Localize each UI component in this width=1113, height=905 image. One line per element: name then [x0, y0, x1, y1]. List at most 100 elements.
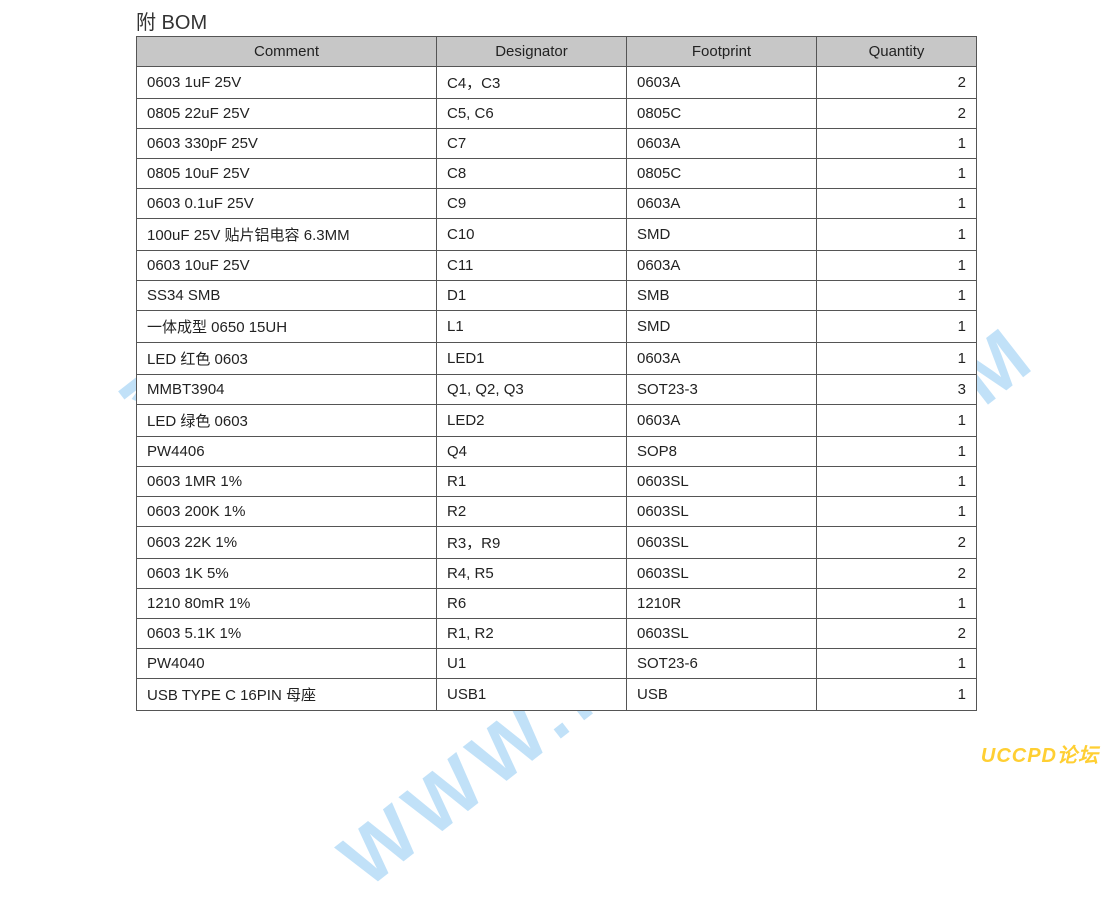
- table-cell: 0805 10uF 25V: [137, 159, 437, 189]
- table-cell: SOP8: [627, 437, 817, 467]
- table-row: USB TYPE C 16PIN 母座USB1USB1: [137, 679, 977, 711]
- page-title: 附 BOM: [136, 6, 207, 35]
- table-cell: R1: [437, 467, 627, 497]
- table-cell: 0603A: [627, 189, 817, 219]
- table-cell: 2: [817, 99, 977, 129]
- table-cell: 100uF 25V 贴片铝电容 6.3MM: [137, 219, 437, 251]
- table-cell: R2: [437, 497, 627, 527]
- table-cell: 1: [817, 251, 977, 281]
- table-cell: U1: [437, 649, 627, 679]
- table-cell: L1: [437, 311, 627, 343]
- table-cell: 1: [817, 589, 977, 619]
- table-cell: 0603 0.1uF 25V: [137, 189, 437, 219]
- table-cell: R3，R9: [437, 527, 627, 559]
- table-cell: C5, C6: [437, 99, 627, 129]
- table-cell: 0603A: [627, 67, 817, 99]
- table-cell: C10: [437, 219, 627, 251]
- table-cell: 0603SL: [627, 619, 817, 649]
- table-cell: 0805C: [627, 159, 817, 189]
- table-cell: SMB: [627, 281, 817, 311]
- table-cell: SOT23-3: [627, 375, 817, 405]
- table-row: LED 红色 0603LED10603A1: [137, 343, 977, 375]
- table-row: 0603 330pF 25VC70603A1: [137, 129, 977, 159]
- table-cell: 0603SL: [627, 467, 817, 497]
- table-cell: PW4040: [137, 649, 437, 679]
- table-row: 0603 0.1uF 25VC90603A1: [137, 189, 977, 219]
- table-cell: 1: [817, 159, 977, 189]
- table-cell: 2: [817, 527, 977, 559]
- table-cell: LED2: [437, 405, 627, 437]
- table-cell: SOT23-6: [627, 649, 817, 679]
- table-cell: 0603SL: [627, 527, 817, 559]
- col-designator: Designator: [437, 37, 627, 67]
- table-row: PW4040U1SOT23-61: [137, 649, 977, 679]
- table-cell: 1: [817, 497, 977, 527]
- table-cell: D1: [437, 281, 627, 311]
- table-cell: 1: [817, 437, 977, 467]
- table-cell: 2: [817, 559, 977, 589]
- table-cell: 1: [817, 679, 977, 711]
- table-cell: C9: [437, 189, 627, 219]
- table-cell: Q1, Q2, Q3: [437, 375, 627, 405]
- table-cell: 0603 1K 5%: [137, 559, 437, 589]
- col-quantity: Quantity: [817, 37, 977, 67]
- table-cell: USB1: [437, 679, 627, 711]
- col-comment: Comment: [137, 37, 437, 67]
- table-cell: 0603SL: [627, 497, 817, 527]
- table-cell: LED 红色 0603: [137, 343, 437, 375]
- page: 平芯微 WWW.PWCHIP.COM 附 BOM Comment Designa…: [0, 0, 1113, 774]
- table-cell: 0603A: [627, 405, 817, 437]
- table-cell: 1: [817, 405, 977, 437]
- table-row: 1210 80mR 1%R61210R1: [137, 589, 977, 619]
- table-cell: 1: [817, 467, 977, 497]
- table-row: 0603 1K 5%R4, R50603SL2: [137, 559, 977, 589]
- table-cell: 2: [817, 619, 977, 649]
- table-row: LED 绿色 0603LED20603A1: [137, 405, 977, 437]
- table-row: 0805 10uF 25VC80805C1: [137, 159, 977, 189]
- table-cell: LED1: [437, 343, 627, 375]
- table-cell: 1: [817, 649, 977, 679]
- table-cell: Q4: [437, 437, 627, 467]
- table-cell: 1: [817, 343, 977, 375]
- table-cell: C11: [437, 251, 627, 281]
- table-cell: 0603 10uF 25V: [137, 251, 437, 281]
- table-cell: 1: [817, 311, 977, 343]
- table-row: 0603 10uF 25VC110603A1: [137, 251, 977, 281]
- table-cell: 0603SL: [627, 559, 817, 589]
- table-cell: 0603 200K 1%: [137, 497, 437, 527]
- table-row: SS34 SMBD1SMB1: [137, 281, 977, 311]
- table-row: 0603 1uF 25VC4，C30603A2: [137, 67, 977, 99]
- table-row: 0603 200K 1%R20603SL1: [137, 497, 977, 527]
- footer-label: UCCPD论坛: [981, 739, 1099, 768]
- table-cell: 1210R: [627, 589, 817, 619]
- table-row: 0603 1MR 1%R10603SL1: [137, 467, 977, 497]
- table-cell: 一体成型 0650 15UH: [137, 311, 437, 343]
- table-cell: SMD: [627, 311, 817, 343]
- table-cell: R1, R2: [437, 619, 627, 649]
- table-cell: USB TYPE C 16PIN 母座: [137, 679, 437, 711]
- table-cell: 0603 5.1K 1%: [137, 619, 437, 649]
- bom-table: Comment Designator Footprint Quantity 06…: [136, 36, 977, 711]
- table-cell: 1: [817, 189, 977, 219]
- table-cell: 0805C: [627, 99, 817, 129]
- table-cell: 0603 330pF 25V: [137, 129, 437, 159]
- table-cell: 0603A: [627, 251, 817, 281]
- table-cell: 1: [817, 129, 977, 159]
- table-cell: 0603 22K 1%: [137, 527, 437, 559]
- table-cell: 2: [817, 67, 977, 99]
- table-row: 100uF 25V 贴片铝电容 6.3MMC10SMD1: [137, 219, 977, 251]
- table-row: 一体成型 0650 15UHL1SMD1: [137, 311, 977, 343]
- col-footprint: Footprint: [627, 37, 817, 67]
- table-row: PW4406Q4SOP81: [137, 437, 977, 467]
- table-cell: 1210 80mR 1%: [137, 589, 437, 619]
- table-row: 0603 22K 1%R3，R90603SL2: [137, 527, 977, 559]
- table-header-row: Comment Designator Footprint Quantity: [137, 37, 977, 67]
- table-cell: C4，C3: [437, 67, 627, 99]
- table-cell: PW4406: [137, 437, 437, 467]
- table-cell: SMD: [627, 219, 817, 251]
- table-cell: 0603 1uF 25V: [137, 67, 437, 99]
- table-row: 0603 5.1K 1%R1, R20603SL2: [137, 619, 977, 649]
- table-cell: 0603A: [627, 343, 817, 375]
- table-cell: 0603A: [627, 129, 817, 159]
- table-cell: SS34 SMB: [137, 281, 437, 311]
